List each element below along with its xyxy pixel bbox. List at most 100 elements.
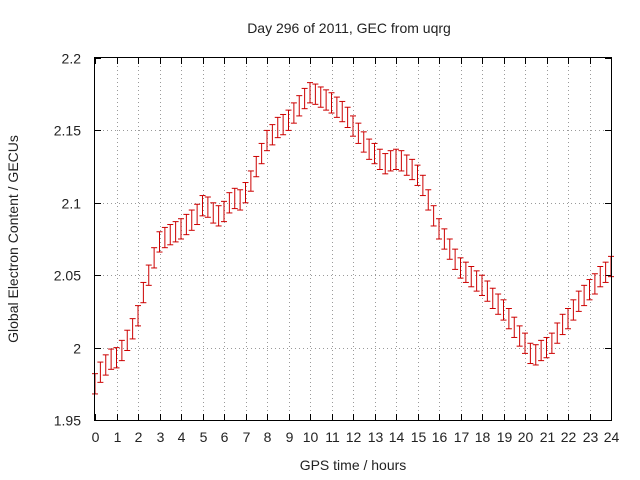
error-bar-point <box>559 313 566 336</box>
error-bar-point <box>296 95 303 117</box>
error-bar-point <box>430 205 437 227</box>
x-tick-label: 13 <box>368 429 384 445</box>
y-tick-label: 2 <box>73 341 81 357</box>
error-bar-point <box>522 332 528 354</box>
x-tick-label: 23 <box>583 429 599 445</box>
y-tick-label: 2.2 <box>62 51 82 67</box>
error-bar-point <box>118 339 125 362</box>
y-tick-label: 2.1 <box>62 196 82 212</box>
error-bar-point <box>570 299 577 321</box>
error-bar-point <box>269 124 276 146</box>
error-bar-point <box>135 305 141 327</box>
y-tick-label: 2.05 <box>54 268 81 284</box>
error-bar-point <box>307 82 313 104</box>
error-bar-point <box>409 158 416 181</box>
error-bar-point <box>145 264 152 286</box>
error-bar-point <box>328 92 335 114</box>
error-bar-point <box>290 102 297 124</box>
x-tick-label: 5 <box>200 429 208 445</box>
error-bar-point <box>129 318 136 340</box>
error-bar-point <box>355 122 362 144</box>
x-tick-label: 24 <box>604 429 620 445</box>
error-bar-point <box>387 150 394 172</box>
error-bar-point <box>597 266 604 288</box>
x-axis-label: GPS time / hours <box>300 457 407 473</box>
error-bar-point <box>565 308 571 330</box>
error-bar-point <box>452 248 459 270</box>
error-bar-point <box>479 274 485 296</box>
error-bar-point <box>237 189 244 211</box>
error-bar-point <box>441 228 448 250</box>
error-bar-point <box>172 221 179 243</box>
error-bar-point <box>527 342 534 365</box>
error-bar-point <box>532 344 539 366</box>
error-bar-point <box>274 116 281 139</box>
error-bar-point <box>323 89 330 111</box>
error-bar-point <box>258 142 265 165</box>
error-bar-point <box>350 115 356 137</box>
error-bar-point <box>414 164 421 186</box>
error-bar-point <box>280 113 287 136</box>
error-bar-point <box>393 148 399 170</box>
x-tick-label: 2 <box>135 429 143 445</box>
x-tick-label: 11 <box>325 429 340 445</box>
error-bar-point <box>436 218 442 240</box>
error-bar-point <box>221 200 227 223</box>
error-bar-point <box>586 279 593 301</box>
x-tick-label: 15 <box>411 429 427 445</box>
error-bar-point <box>204 196 211 218</box>
error-bar-point <box>113 347 120 369</box>
x-tick-labels: 0 1 2 3 4 5 6 7 8 9 10 11 12 13 14 15 16 17 18 19 20 21 22 23 24 <box>92 429 620 445</box>
error-bar-point <box>301 87 308 110</box>
error-bar-point <box>215 205 222 227</box>
error-bar-point <box>548 332 555 354</box>
error-bar-point <box>178 218 184 240</box>
error-bar-point <box>156 231 163 253</box>
error-bar-point <box>495 293 502 315</box>
error-bar-point <box>108 348 115 370</box>
error-bar-point <box>468 266 475 288</box>
x-tick-label: 22 <box>561 429 577 445</box>
error-bar-point <box>489 287 496 310</box>
error-bar-point <box>253 155 260 178</box>
error-bar-point <box>102 354 109 376</box>
error-bar-point <box>161 226 168 249</box>
error-bar-point <box>602 261 609 283</box>
error-bar-point <box>371 142 378 165</box>
error-bar-point <box>183 213 190 236</box>
error-bar-point <box>167 224 174 246</box>
y-tick-label: 1.95 <box>54 413 81 429</box>
error-bar-point <box>188 209 195 231</box>
x-tick-label: 6 <box>221 429 229 445</box>
x-tick-label: 8 <box>264 429 272 445</box>
x-tick-label: 3 <box>157 429 165 445</box>
error-bar-point <box>317 86 324 108</box>
error-bar-point <box>264 129 270 152</box>
error-bar-point <box>366 138 373 160</box>
error-bar-point <box>403 154 410 176</box>
x-tick-label: 12 <box>346 429 362 445</box>
error-bar-point <box>554 322 561 344</box>
plot-frame <box>94 57 612 421</box>
error-bar-point <box>382 153 389 175</box>
x-tick-label: 21 <box>540 429 556 445</box>
error-bar-point <box>591 273 598 295</box>
error-bar-point <box>124 329 131 351</box>
error-bar-point <box>231 187 238 210</box>
error-bar-point <box>242 182 249 204</box>
error-bar-point <box>312 83 319 105</box>
error-bar-point <box>516 325 523 347</box>
x-tick-label: 7 <box>243 429 251 445</box>
x-tick-label: 0 <box>92 429 100 445</box>
error-bar-point <box>581 284 588 307</box>
error-bar-point <box>344 106 351 129</box>
error-bar-point <box>194 203 201 226</box>
error-bar-point <box>505 308 512 330</box>
x-tick-label: 1 <box>114 429 122 445</box>
error-bar-point <box>575 290 582 312</box>
grid-lines <box>95 58 611 420</box>
x-tick-label: 17 <box>454 429 470 445</box>
error-bar-point <box>151 247 158 269</box>
error-bar-point <box>339 100 346 123</box>
